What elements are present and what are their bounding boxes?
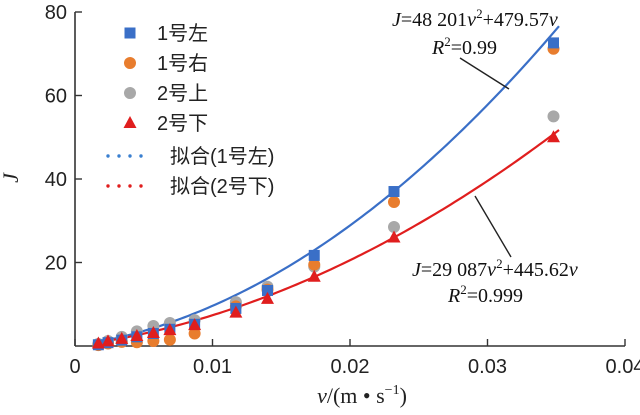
legend-label: 拟合(1号左) (170, 145, 274, 168)
legend-dot (128, 184, 132, 188)
annotations: J=48 201v2+479.57v R2=0.99 J=29 087v2+445.… (392, 6, 578, 307)
leader-line (474, 195, 512, 258)
legend-label: 拟合(2号下) (170, 175, 274, 198)
legend-marker (124, 27, 136, 39)
data-point (548, 37, 559, 49)
fit-curve-2 (95, 129, 560, 345)
data-point (388, 195, 400, 208)
fit-equation: J=48 201v2+479.57v (392, 6, 558, 31)
data-point (547, 110, 560, 123)
data-point (130, 328, 144, 341)
fit-equation: J=29 087v2+445.62v (412, 256, 578, 281)
data-point (188, 318, 202, 331)
x-axis-label: v/(m • s−1) (317, 383, 407, 408)
legend-marker (124, 57, 136, 69)
legend-dot (128, 154, 132, 158)
data-markers (91, 37, 560, 352)
data-point (163, 323, 177, 336)
legend-marker (123, 116, 137, 128)
x-tick-label: 0.04 (606, 356, 640, 378)
data-point (115, 331, 129, 344)
y-tick-label: 60 (45, 86, 67, 108)
x-axis: 0 0.01 0.02 0.03 0.04 (69, 339, 640, 378)
data-point (188, 327, 201, 340)
data-point (261, 291, 274, 304)
legend-dot (106, 184, 110, 188)
data-point (163, 333, 176, 346)
data-point (101, 334, 115, 347)
y-tick-label: 20 (45, 253, 67, 275)
data-point (388, 221, 400, 234)
data-point (308, 258, 321, 271)
legend-dot (139, 154, 143, 158)
data-point (308, 249, 320, 261)
y-axis-label: J (0, 172, 23, 183)
legend-label: 1号右 (157, 52, 208, 75)
legend-dot (139, 184, 143, 188)
x-tick-label: 0.03 (468, 356, 507, 378)
legend-marker (124, 87, 136, 99)
legend-label: 1号左 (157, 22, 208, 45)
legend-label: 2号下 (157, 113, 208, 135)
fit-r-squared: R2=0.999 (447, 282, 523, 307)
x-tick-label: 0.02 (331, 356, 370, 378)
x-tick-label: 0.01 (193, 356, 232, 378)
legend-label: 2号上 (157, 82, 208, 105)
data-point (91, 336, 105, 349)
x-tick-label: 0 (69, 356, 80, 378)
y-tick-label: 40 (45, 169, 67, 191)
data-point (146, 326, 160, 339)
data-point (387, 230, 401, 243)
data-point (388, 186, 400, 198)
data-point (229, 305, 243, 318)
legend-dot (117, 154, 121, 158)
leader-line (459, 57, 510, 90)
data-point (547, 130, 560, 143)
data-point (262, 284, 273, 296)
y-axis: 20 40 60 80 (45, 2, 82, 275)
fit-r-squared: R2=0.99 (431, 34, 497, 59)
y-tick-label: 80 (45, 2, 67, 24)
legend-dot (106, 154, 110, 158)
legend-dot (117, 184, 121, 188)
data-point (307, 269, 321, 282)
